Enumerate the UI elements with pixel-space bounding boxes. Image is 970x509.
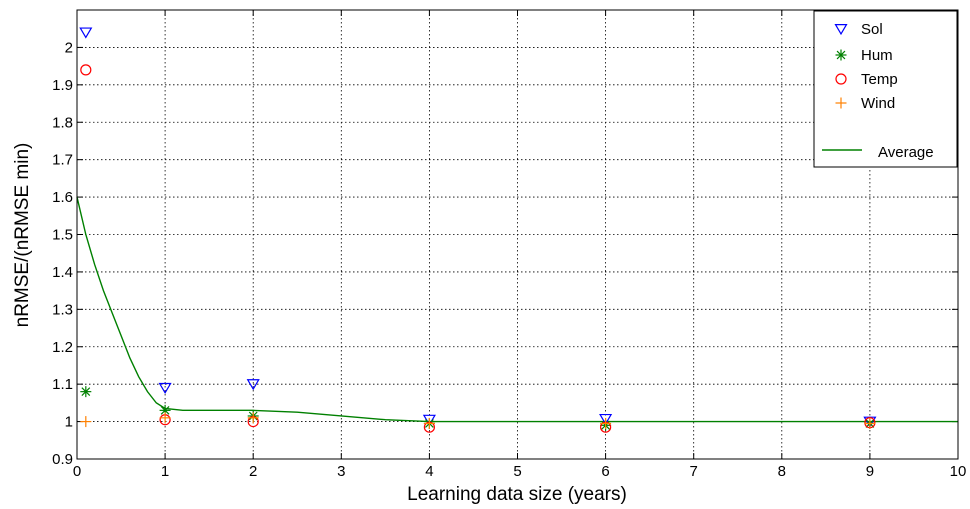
series-line-average <box>76 196 958 423</box>
x-tick-label: 3 <box>337 463 345 480</box>
data-point-wind <box>864 417 876 429</box>
x-tick-label: 6 <box>601 463 609 480</box>
y-tick-label: 2 <box>65 39 73 56</box>
data-point-temp <box>80 64 92 76</box>
x-tick-label: 9 <box>866 463 874 480</box>
data-point-wind <box>159 412 171 424</box>
y-tick-label: 1.6 <box>52 189 73 206</box>
data-point-sol <box>158 382 172 395</box>
x-tick-label: 5 <box>513 463 521 480</box>
x-tick-label: 2 <box>249 463 257 480</box>
legend: Sol Hum Temp Wind Average <box>813 10 958 168</box>
x-tick-label: 7 <box>690 463 698 480</box>
data-point-hum <box>80 386 92 398</box>
y-tick-label: 1.9 <box>52 77 73 94</box>
data-point-sol <box>79 27 93 39</box>
y-tick-label: 1.7 <box>52 152 73 169</box>
legend-marker-sol <box>834 24 848 36</box>
legend-box <box>813 10 958 168</box>
data-point-wind <box>423 417 435 429</box>
y-tick-label: 1.2 <box>52 339 73 356</box>
x-axis-title: Learning data size (years) <box>407 484 627 505</box>
y-tick-label: 1.8 <box>52 114 73 131</box>
legend-marker-hum <box>835 49 847 61</box>
plot-frame <box>76 9 959 460</box>
ticks: 0 1 2 3 4 5 6 7 8 9 10 0.9 1 1.1 1.2 1.3 1.4 1.5 1.6 1.7 1.8… <box>52 10 966 480</box>
plot-content <box>76 27 958 433</box>
legend-marker-temp <box>835 73 847 85</box>
y-tick-label: 1.1 <box>52 376 73 393</box>
legend-label-hum: Hum <box>861 47 893 64</box>
data-point-wind <box>600 417 612 429</box>
data-point-sol <box>599 413 613 426</box>
legend-marker-wind <box>835 97 847 109</box>
x-tick-label: 1 <box>161 463 169 480</box>
x-tick-label: 10 <box>950 463 967 480</box>
y-axis-title: nRMSE/(nRMSE min) <box>12 143 33 328</box>
data-point-wind <box>247 412 259 424</box>
data-point-sol <box>246 379 260 391</box>
y-tick-label: 1.4 <box>52 264 73 281</box>
data-point-wind <box>80 416 92 428</box>
x-tick-label: 4 <box>425 463 433 480</box>
legend-label-temp: Temp <box>861 71 898 88</box>
x-tick-label: 0 <box>73 463 81 480</box>
y-tick-label: 1 <box>65 414 73 431</box>
y-tick-label: 0.9 <box>52 451 73 468</box>
x-tick-label: 8 <box>778 463 786 480</box>
legend-label-wind: Wind <box>861 95 895 112</box>
legend-label-average: Average <box>878 144 934 161</box>
y-tick-label: 1.5 <box>52 227 73 244</box>
y-tick-label: 1.3 <box>52 301 73 318</box>
legend-label-sol: Sol <box>861 21 883 38</box>
